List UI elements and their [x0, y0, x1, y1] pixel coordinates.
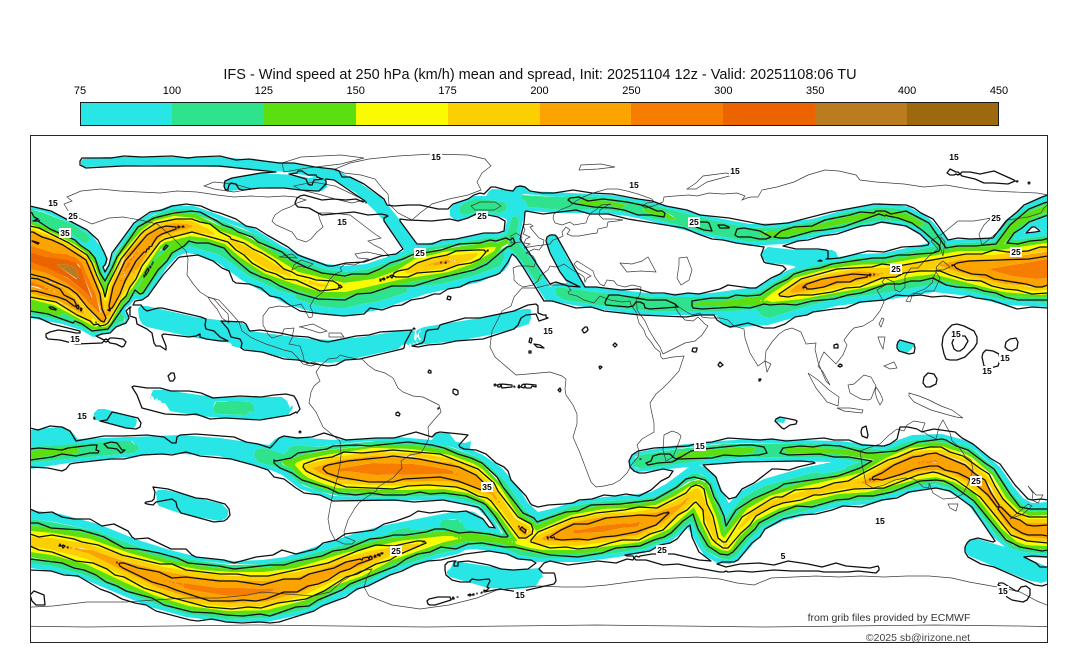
svg-text:25: 25 [657, 545, 667, 555]
svg-text:25: 25 [415, 248, 425, 258]
svg-text:25: 25 [1011, 247, 1021, 257]
svg-text:25: 25 [689, 217, 699, 227]
svg-text:25: 25 [391, 546, 401, 556]
svg-text:15: 15 [875, 516, 885, 526]
svg-text:15: 15 [1000, 353, 1010, 363]
svg-text:15: 15 [515, 590, 525, 600]
svg-text:15: 15 [730, 166, 740, 176]
svg-text:15: 15 [431, 152, 441, 162]
svg-text:15: 15 [48, 198, 58, 208]
svg-text:35: 35 [60, 228, 70, 238]
svg-text:15: 15 [695, 441, 705, 451]
svg-text:15: 15 [982, 366, 992, 376]
svg-text:25: 25 [991, 213, 1001, 223]
svg-text:15: 15 [951, 329, 961, 339]
svg-text:25: 25 [477, 211, 487, 221]
svg-text:15: 15 [629, 180, 639, 190]
svg-text:15: 15 [949, 152, 959, 162]
svg-text:15: 15 [543, 326, 553, 336]
svg-text:15: 15 [77, 411, 87, 421]
svg-text:25: 25 [68, 211, 78, 221]
svg-text:5: 5 [781, 551, 786, 561]
svg-text:15: 15 [337, 217, 347, 227]
svg-text:35: 35 [482, 482, 492, 492]
svg-text:15: 15 [70, 334, 80, 344]
svg-text:25: 25 [971, 476, 981, 486]
svg-text:15: 15 [998, 586, 1008, 596]
svg-text:25: 25 [891, 264, 901, 274]
